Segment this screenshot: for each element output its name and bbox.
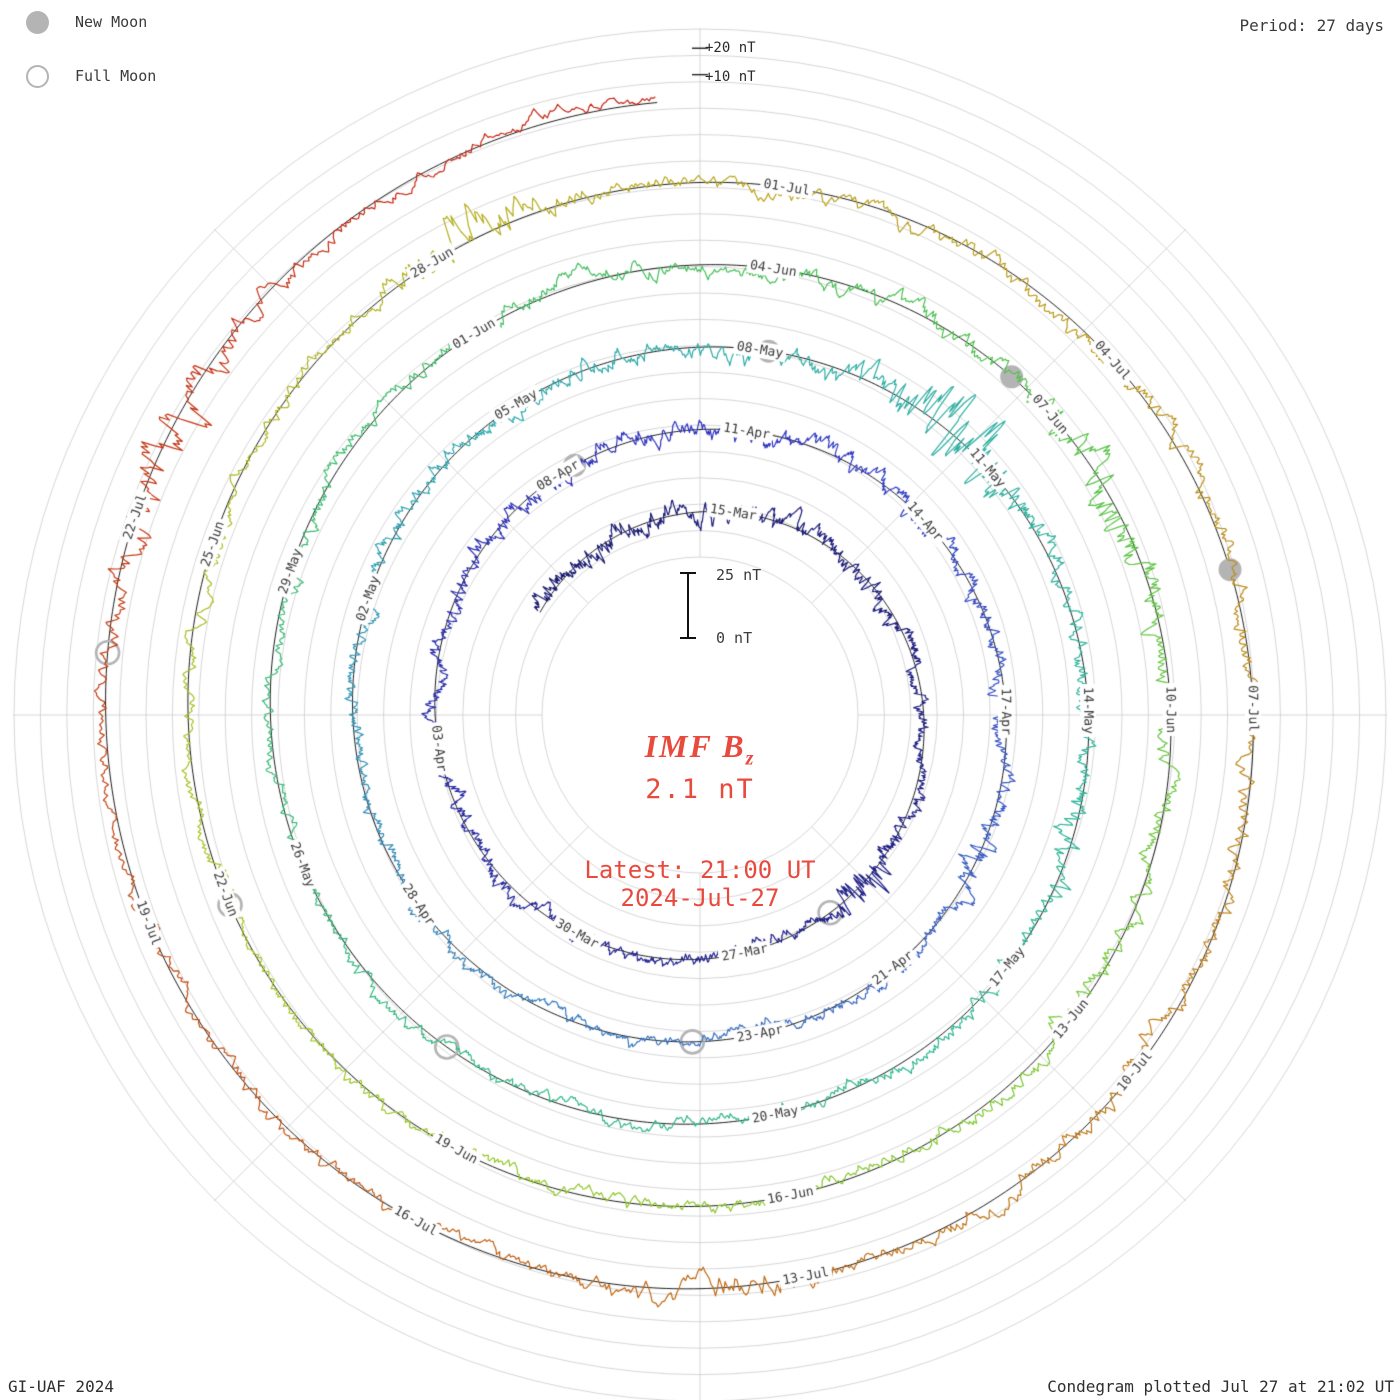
scale-25nt-label: 25 nT xyxy=(716,566,762,584)
credit-label: GI-UAF 2024 xyxy=(8,1377,114,1396)
plotted-timestamp-label: Condegram plotted Jul 27 at 21:02 UT xyxy=(1047,1377,1394,1396)
parameter-title: IMF Bz xyxy=(0,728,1400,770)
legend-full-moon: Full Moon xyxy=(26,62,156,90)
latest-value: 2.1 nT xyxy=(645,774,755,805)
scale-bar xyxy=(680,572,696,639)
period-label: Period: 27 days xyxy=(1239,16,1385,35)
ref-plus10-label: +10 nT xyxy=(705,69,756,85)
full-moon-label: Full Moon xyxy=(75,67,157,85)
full-moon-icon xyxy=(26,64,49,88)
parameter-title-subscript: z xyxy=(745,747,756,770)
parameter-title-main: IMF B xyxy=(644,728,746,764)
legend-new-moon: New Moon xyxy=(26,8,156,36)
new-moon-icon xyxy=(26,10,49,34)
ref-plus20-label: +20 nT xyxy=(705,40,756,56)
latest-time-line1: Latest: 21:00 UT xyxy=(584,856,816,884)
new-moon-label: New Moon xyxy=(75,13,148,31)
moon-legend: New Moon Full Moon xyxy=(26,8,156,116)
latest-time-line2: 2024-Jul-27 xyxy=(620,884,780,912)
scale-0nt-label: 0 nT xyxy=(716,629,753,647)
